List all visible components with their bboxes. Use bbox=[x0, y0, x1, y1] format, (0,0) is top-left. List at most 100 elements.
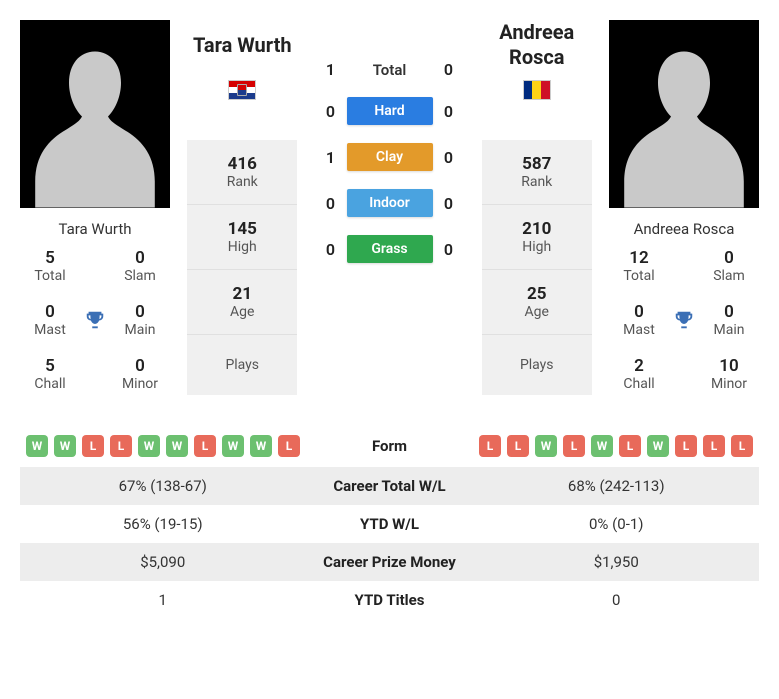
trophy-icon bbox=[80, 302, 110, 338]
h2h-column: 1Total00Hard01Clay00Indoor00Grass0 bbox=[315, 20, 465, 395]
form-result: W bbox=[222, 435, 244, 457]
compare-row: $5,090Career Prize Money$1,950 bbox=[20, 543, 759, 581]
stat-rank: 416Rank bbox=[187, 140, 297, 205]
form-result: L bbox=[194, 435, 216, 457]
titles-mast: 0Mast bbox=[20, 302, 80, 338]
silhouette-icon bbox=[619, 38, 749, 208]
compare-table: WWLLWWLWWLFormLLWLWLWLLL67% (138-67)Care… bbox=[20, 425, 759, 619]
stat-stack-right: 587Rank 210High 25Age Plays bbox=[482, 140, 592, 395]
h2h-score-left: 1 bbox=[315, 60, 347, 79]
player-photo-right bbox=[609, 20, 759, 208]
form-result: L bbox=[563, 435, 585, 457]
compare-left: 56% (19-15) bbox=[26, 515, 300, 533]
stat-age: 25Age bbox=[482, 270, 592, 335]
compare-left: WWLLWWLWWL bbox=[26, 435, 300, 457]
flag-romania-icon bbox=[523, 80, 551, 100]
form-result: L bbox=[619, 435, 641, 457]
form-result: L bbox=[675, 435, 697, 457]
form-result: W bbox=[647, 435, 669, 457]
form-result: W bbox=[535, 435, 557, 457]
player-photo-left bbox=[20, 20, 170, 208]
titles-grid-right: 12Total 0Slam 0Mast 0Main 2Chall 10Minor bbox=[609, 248, 759, 392]
h2h-score-right: 0 bbox=[433, 148, 465, 167]
form-result: L bbox=[479, 435, 501, 457]
compare-left: $5,090 bbox=[26, 553, 300, 571]
silhouette-icon bbox=[30, 38, 160, 208]
player-name-right-label: Andreea Rosca bbox=[609, 208, 759, 248]
stat-stack-left: 416Rank 145High 21Age Plays bbox=[187, 140, 297, 395]
form-result: W bbox=[591, 435, 613, 457]
h2h-row: 0Hard0 bbox=[315, 97, 465, 125]
h2h-row: 0Indoor0 bbox=[315, 189, 465, 217]
compare-right: 0 bbox=[480, 591, 754, 609]
form-result: W bbox=[166, 435, 188, 457]
form-result: L bbox=[278, 435, 300, 457]
compare-left: 67% (138-67) bbox=[26, 477, 300, 495]
h2h-surface-label: Total bbox=[347, 61, 433, 79]
form-result: L bbox=[110, 435, 132, 457]
h2h-score-left: 0 bbox=[315, 102, 347, 121]
form-strip-left: WWLLWWLWWL bbox=[26, 435, 300, 457]
top-section: Tara Wurth 5Total 0Slam 0Mast 0Main 5Cha… bbox=[20, 20, 759, 395]
player-card-left: Tara Wurth 5Total 0Slam 0Mast 0Main 5Cha… bbox=[20, 20, 170, 395]
compare-label: Form bbox=[300, 437, 479, 455]
form-result: L bbox=[703, 435, 725, 457]
form-result: L bbox=[731, 435, 753, 457]
compare-left: 1 bbox=[26, 591, 300, 609]
titles-main: 0Main bbox=[110, 302, 170, 338]
h2h-row: 0Grass0 bbox=[315, 235, 465, 263]
compare-label: Career Prize Money bbox=[300, 553, 480, 571]
flag-croatia-icon bbox=[228, 80, 256, 100]
h2h-row: 1Total0 bbox=[315, 60, 465, 79]
h2h-row: 1Clay0 bbox=[315, 143, 465, 171]
form-result: W bbox=[250, 435, 272, 457]
h2h-score-left: 1 bbox=[315, 148, 347, 167]
form-result: W bbox=[26, 435, 48, 457]
h2h-score-right: 0 bbox=[433, 102, 465, 121]
h2h-score-right: 0 bbox=[433, 240, 465, 259]
player-card-right: Andreea Rosca 12Total 0Slam 0Mast 0Main … bbox=[609, 20, 759, 395]
h2h-surface-label: Indoor bbox=[347, 189, 433, 217]
player-name-left-label: Tara Wurth bbox=[20, 208, 170, 248]
stat-rank: 587Rank bbox=[482, 140, 592, 205]
h2h-surface-label: Hard bbox=[347, 97, 433, 125]
compare-row: 1YTD Titles0 bbox=[20, 581, 759, 619]
h2h-score-left: 0 bbox=[315, 194, 347, 213]
trophy-icon bbox=[669, 302, 699, 338]
titles-minor: 0Minor bbox=[110, 356, 170, 392]
compare-label: YTD W/L bbox=[300, 515, 480, 533]
name-col-right: Andreea Rosca 587Rank 210High 25Age Play… bbox=[482, 20, 592, 395]
h2h-score-right: 0 bbox=[433, 194, 465, 213]
compare-right: 68% (242-113) bbox=[480, 477, 754, 495]
compare-right: 0% (0-1) bbox=[480, 515, 754, 533]
compare-row: 56% (19-15)YTD W/L0% (0-1) bbox=[20, 505, 759, 543]
titles-grid-left: 5Total 0Slam 0Mast 0Main 5Chall 0Minor bbox=[20, 248, 170, 392]
h2h-score-right: 0 bbox=[433, 60, 465, 79]
player-heading-left: Tara Wurth bbox=[193, 20, 292, 70]
h2h-score-left: 0 bbox=[315, 240, 347, 259]
compare-label: YTD Titles bbox=[300, 591, 480, 609]
name-col-left: Tara Wurth 416Rank 145High 21Age Plays bbox=[187, 20, 297, 395]
compare-row-form: WWLLWWLWWLFormLLWLWLWLLL bbox=[20, 425, 759, 467]
titles-chall: 5Chall bbox=[20, 356, 80, 392]
h2h-surface-label: Grass bbox=[347, 235, 433, 263]
form-result: L bbox=[507, 435, 529, 457]
player-heading-right: Andreea Rosca bbox=[482, 20, 592, 70]
form-strip-right: LLWLWLWLLL bbox=[479, 435, 753, 457]
titles-mast: 0Mast bbox=[609, 302, 669, 338]
stat-age: 21Age bbox=[187, 270, 297, 335]
compare-row: 67% (138-67)Career Total W/L68% (242-113… bbox=[20, 467, 759, 505]
stat-plays: Plays bbox=[187, 335, 297, 395]
form-result: W bbox=[138, 435, 160, 457]
titles-total: 5Total bbox=[20, 248, 80, 284]
compare-label: Career Total W/L bbox=[300, 477, 480, 495]
titles-minor: 10Minor bbox=[699, 356, 759, 392]
compare-right: $1,950 bbox=[480, 553, 754, 571]
titles-total: 12Total bbox=[609, 248, 669, 284]
stat-high: 210High bbox=[482, 205, 592, 270]
stat-high: 145High bbox=[187, 205, 297, 270]
h2h-surface-label: Clay bbox=[347, 143, 433, 171]
stat-plays: Plays bbox=[482, 335, 592, 395]
form-result: W bbox=[54, 435, 76, 457]
form-result: L bbox=[82, 435, 104, 457]
